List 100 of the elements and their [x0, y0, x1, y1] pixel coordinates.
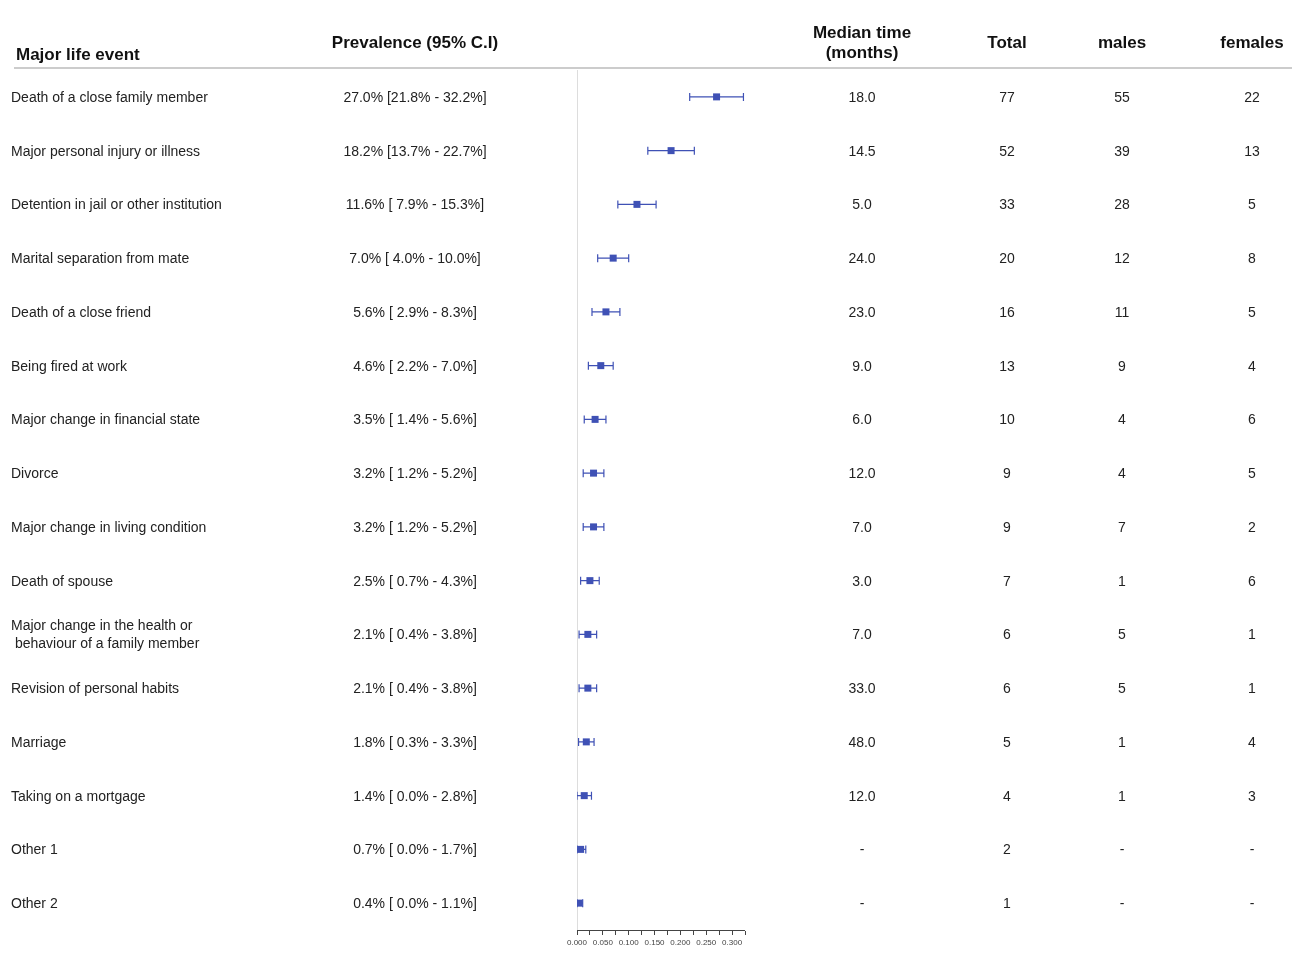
text: 3.2% [ 1.2% - 5.2%]: [353, 465, 477, 482]
text: 1.8% [ 0.3% - 3.3%]: [353, 733, 477, 750]
text: 6: [1248, 411, 1256, 428]
text: 7.0: [852, 626, 872, 643]
text: 5: [1118, 680, 1126, 697]
text: 33.0: [848, 680, 876, 697]
text: 5: [1118, 626, 1126, 643]
text: 9: [1118, 357, 1126, 374]
text: 5: [1248, 303, 1256, 320]
text: 7: [1003, 572, 1011, 589]
text: 5.6% [ 2.9% - 8.3%]: [353, 303, 477, 320]
text: 77: [999, 88, 1015, 105]
text: 4: [1248, 357, 1256, 374]
x-tick-label: 0.000: [566, 937, 588, 947]
text: 1: [1118, 733, 1126, 750]
text: 20: [999, 250, 1015, 267]
text: -: [1249, 841, 1255, 858]
text: 39: [1114, 142, 1130, 159]
text: 16: [999, 303, 1015, 320]
y-axis-title: Major life event: [16, 45, 141, 64]
text: 18.0: [848, 88, 876, 105]
text: 8: [1248, 250, 1256, 267]
text: 23.0: [848, 303, 876, 320]
text: 1: [1118, 787, 1126, 804]
text: 6: [1003, 626, 1011, 643]
point: [586, 577, 594, 585]
text: 33: [999, 196, 1015, 213]
text: -: [1119, 895, 1125, 912]
text: 48.0: [848, 733, 876, 750]
text: 52: [999, 142, 1015, 159]
text: 18.2% [13.7% - 22.7%]: [343, 142, 487, 159]
text: 1: [1003, 895, 1011, 912]
text: 2.5% [ 0.7% - 4.3%]: [353, 572, 477, 589]
text: 28: [1114, 196, 1130, 213]
x-tick-label: 0.300: [722, 937, 743, 947]
x-tick-label: 0.100: [618, 937, 640, 947]
point: [633, 200, 641, 208]
text: 1.4% [ 0.0% - 2.8%]: [353, 787, 477, 804]
point: [582, 738, 590, 746]
category-label: Other 2: [11, 895, 58, 912]
x-tick-label: 0.150: [644, 937, 666, 947]
text: 2: [1248, 518, 1256, 535]
text: 7: [1118, 518, 1126, 535]
text: 12: [1114, 250, 1130, 267]
text: females: [1220, 33, 1284, 53]
text: 4: [1118, 465, 1126, 482]
text: 2: [1003, 841, 1011, 858]
text: -: [859, 841, 865, 858]
text: 27.0% [21.8% - 32.2%]: [343, 88, 487, 105]
text: 0.7% [ 0.0% - 1.7%]: [353, 841, 477, 858]
text: Median time (months): [812, 23, 912, 63]
text: 24.0: [848, 250, 876, 267]
text: 4.6% [ 2.2% - 7.0%]: [353, 357, 477, 374]
text: 13: [999, 357, 1015, 374]
point: [667, 147, 675, 155]
text: 7.0% [ 4.0% - 10.0%]: [349, 250, 481, 267]
category-label: Major change in the health or behaviour of a family member: [11, 617, 200, 652]
point: [602, 308, 610, 316]
point: [584, 630, 592, 638]
text: 3.0: [852, 572, 872, 589]
point: [597, 362, 605, 370]
category-label: Marriage: [11, 733, 67, 750]
category-label: Taking on a mortgage: [11, 787, 146, 804]
text: 4: [1248, 733, 1256, 750]
text: 55: [1114, 88, 1130, 105]
text: 9.0: [852, 357, 872, 374]
text: Prevalence (95% C.I): [331, 33, 499, 53]
category-label: Being fired at work: [11, 357, 127, 374]
text: Total: [987, 33, 1027, 53]
text: 7.0: [852, 518, 872, 535]
text: -: [1249, 895, 1255, 912]
category-label: Death of a close family member: [11, 88, 208, 105]
text: 12.0: [848, 465, 876, 482]
text: 11.6% [ 7.9% - 15.3%]: [345, 196, 485, 213]
text: 1: [1118, 572, 1126, 589]
category-label: Major personal injury or illness: [11, 142, 201, 159]
text: 6.0: [852, 411, 872, 428]
text: 5: [1248, 196, 1256, 213]
category-label: Major change in living condition: [11, 518, 207, 535]
category-label: Marital separation from mate: [11, 250, 190, 267]
text: -: [859, 895, 865, 912]
x-tick-label: 0.250: [696, 937, 717, 947]
text: 5: [1248, 465, 1256, 482]
text: 5: [1003, 733, 1011, 750]
point: [713, 93, 721, 101]
text: males: [1097, 33, 1147, 53]
category-label: Other 1: [11, 841, 58, 858]
text: 1: [1248, 626, 1256, 643]
point: [609, 254, 617, 262]
point: [591, 415, 599, 423]
text: 9: [1003, 465, 1011, 482]
category-label: Death of a close friend: [11, 303, 152, 320]
point: [590, 523, 598, 531]
point: [580, 792, 588, 800]
text: 6: [1248, 572, 1256, 589]
text: 4: [1118, 411, 1126, 428]
text: 2.1% [ 0.4% - 3.8%]: [353, 626, 477, 643]
text: -: [1119, 841, 1125, 858]
text: 0.4% [ 0.0% - 1.1%]: [353, 895, 477, 912]
text: 2.1% [ 0.4% - 3.8%]: [353, 680, 477, 697]
